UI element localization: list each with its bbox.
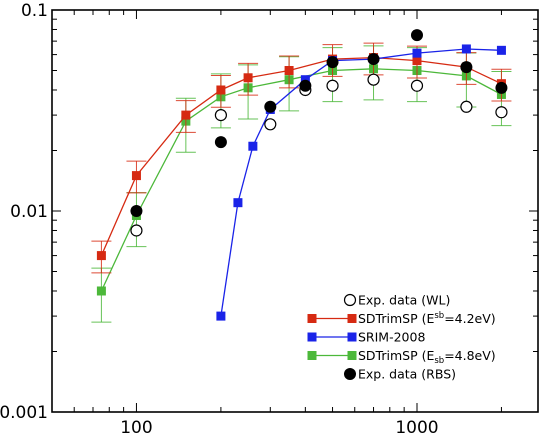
legend-label: Exp. data (RBS) — [358, 367, 456, 382]
legend-swatch — [307, 332, 317, 342]
data-point — [243, 73, 253, 83]
legend-swatch — [347, 332, 357, 342]
x-tick-label: 1000 — [395, 418, 438, 436]
legend-swatch — [307, 314, 317, 323]
data-point — [216, 311, 226, 321]
data-point — [181, 110, 191, 120]
data-point — [495, 81, 508, 94]
legend-swatch — [307, 351, 317, 360]
legend-item: SDTrimSP (Esb=4.2eV) — [307, 311, 496, 326]
series-line — [220, 48, 502, 317]
data-point — [410, 79, 424, 92]
data-point — [412, 48, 422, 58]
legend-item: Exp. data (WL) — [343, 293, 450, 308]
data-point — [130, 205, 143, 217]
data-point — [300, 75, 310, 85]
y-tick-label: 0.001 — [0, 403, 48, 423]
data-point — [131, 171, 141, 181]
legend-label: SDTrimSP (Esb=4.8eV) — [358, 348, 496, 366]
legend-item: SDTrimSP (Esb=4.8eV) — [307, 348, 496, 366]
y-tick-label: 0.1 — [21, 1, 48, 21]
data-point — [460, 100, 473, 113]
legend-label: SRIM-2008 — [358, 330, 425, 345]
axis-layer: 100 1000 0.001 0.01 0.1 — [0, 1, 539, 436]
legend: Exp. data (WL) SDTrimSP (Esb=4.2eV) SRIM-2… — [307, 293, 496, 382]
data-point — [214, 136, 227, 149]
data-point — [326, 56, 339, 69]
legend-swatch — [347, 314, 357, 323]
data-point — [326, 79, 339, 92]
data-point — [461, 44, 471, 54]
legend-point — [344, 368, 356, 380]
legend-point — [343, 293, 357, 307]
series-layer — [91, 29, 512, 323]
data-point — [96, 286, 106, 296]
y-tick-label: 0.01 — [10, 202, 48, 222]
data-point — [410, 29, 423, 42]
legend-item: Exp. data (RBS) — [344, 367, 456, 382]
data-point — [264, 118, 277, 131]
legend-label: SDTrimSP (Esb=4.2eV) — [358, 311, 496, 326]
data-point — [264, 100, 277, 113]
data-point — [130, 224, 143, 237]
data-point — [233, 198, 243, 208]
legend-swatch — [347, 351, 357, 360]
x-tick-label: 100 — [120, 418, 152, 436]
data-point — [412, 56, 422, 66]
data-point — [495, 106, 508, 119]
data-point — [299, 79, 312, 92]
data-point — [460, 61, 473, 74]
legend-item: SRIM-2008 — [307, 330, 425, 345]
data-point — [248, 141, 258, 151]
data-point — [214, 108, 227, 122]
data-point — [284, 66, 294, 76]
data-point — [367, 73, 380, 86]
series-exp-data-rbs — [130, 29, 508, 217]
data-point — [496, 45, 506, 55]
data-point — [216, 85, 226, 95]
legend-label: Exp. data (WL) — [358, 293, 450, 308]
data-point — [367, 53, 380, 66]
data-point — [96, 251, 106, 261]
